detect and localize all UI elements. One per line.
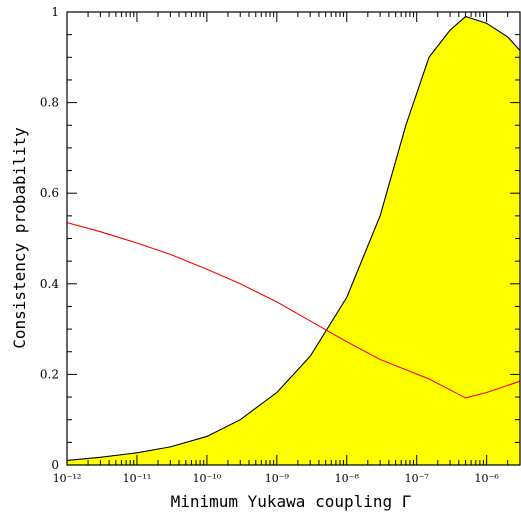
plot-layer: [66, 15, 521, 466]
y-tick-label: 0: [51, 458, 59, 472]
area-fill-0: [67, 16, 520, 466]
y-tick-label: 0.8: [40, 96, 59, 110]
series-line-1: [66, 222, 521, 399]
x-tick-label: 10⁻¹⁰: [193, 472, 222, 485]
y-tick-label: 1: [51, 5, 59, 19]
x-tick-label: 10⁻⁹: [265, 472, 290, 485]
y-tick-label: 0.4: [40, 277, 59, 291]
y-tick-label: 0.2: [40, 367, 59, 381]
y-axis-title: Consistency probability: [10, 127, 29, 349]
x-tick-label: 10⁻⁸: [335, 472, 360, 485]
axis-layer: 10⁻¹² 10⁻¹¹ 10⁻¹⁰ 10⁻⁹ 10⁻⁸ 10⁻⁷ 10⁻⁶ 0 0.2 0.4 0.…: [40, 5, 521, 485]
x-tick-label: 10⁻¹²: [53, 472, 82, 485]
x-tick-label: 10⁻⁷: [405, 472, 430, 485]
x-axis-title: Minimum Yukawa coupling Γ: [171, 492, 412, 511]
y-tick-label: 0.6: [40, 186, 59, 200]
x-tick-label: 10⁻⁶: [475, 472, 500, 485]
area-outline-0: [66, 15, 521, 462]
x-tick-label: 10⁻¹¹: [123, 472, 152, 485]
